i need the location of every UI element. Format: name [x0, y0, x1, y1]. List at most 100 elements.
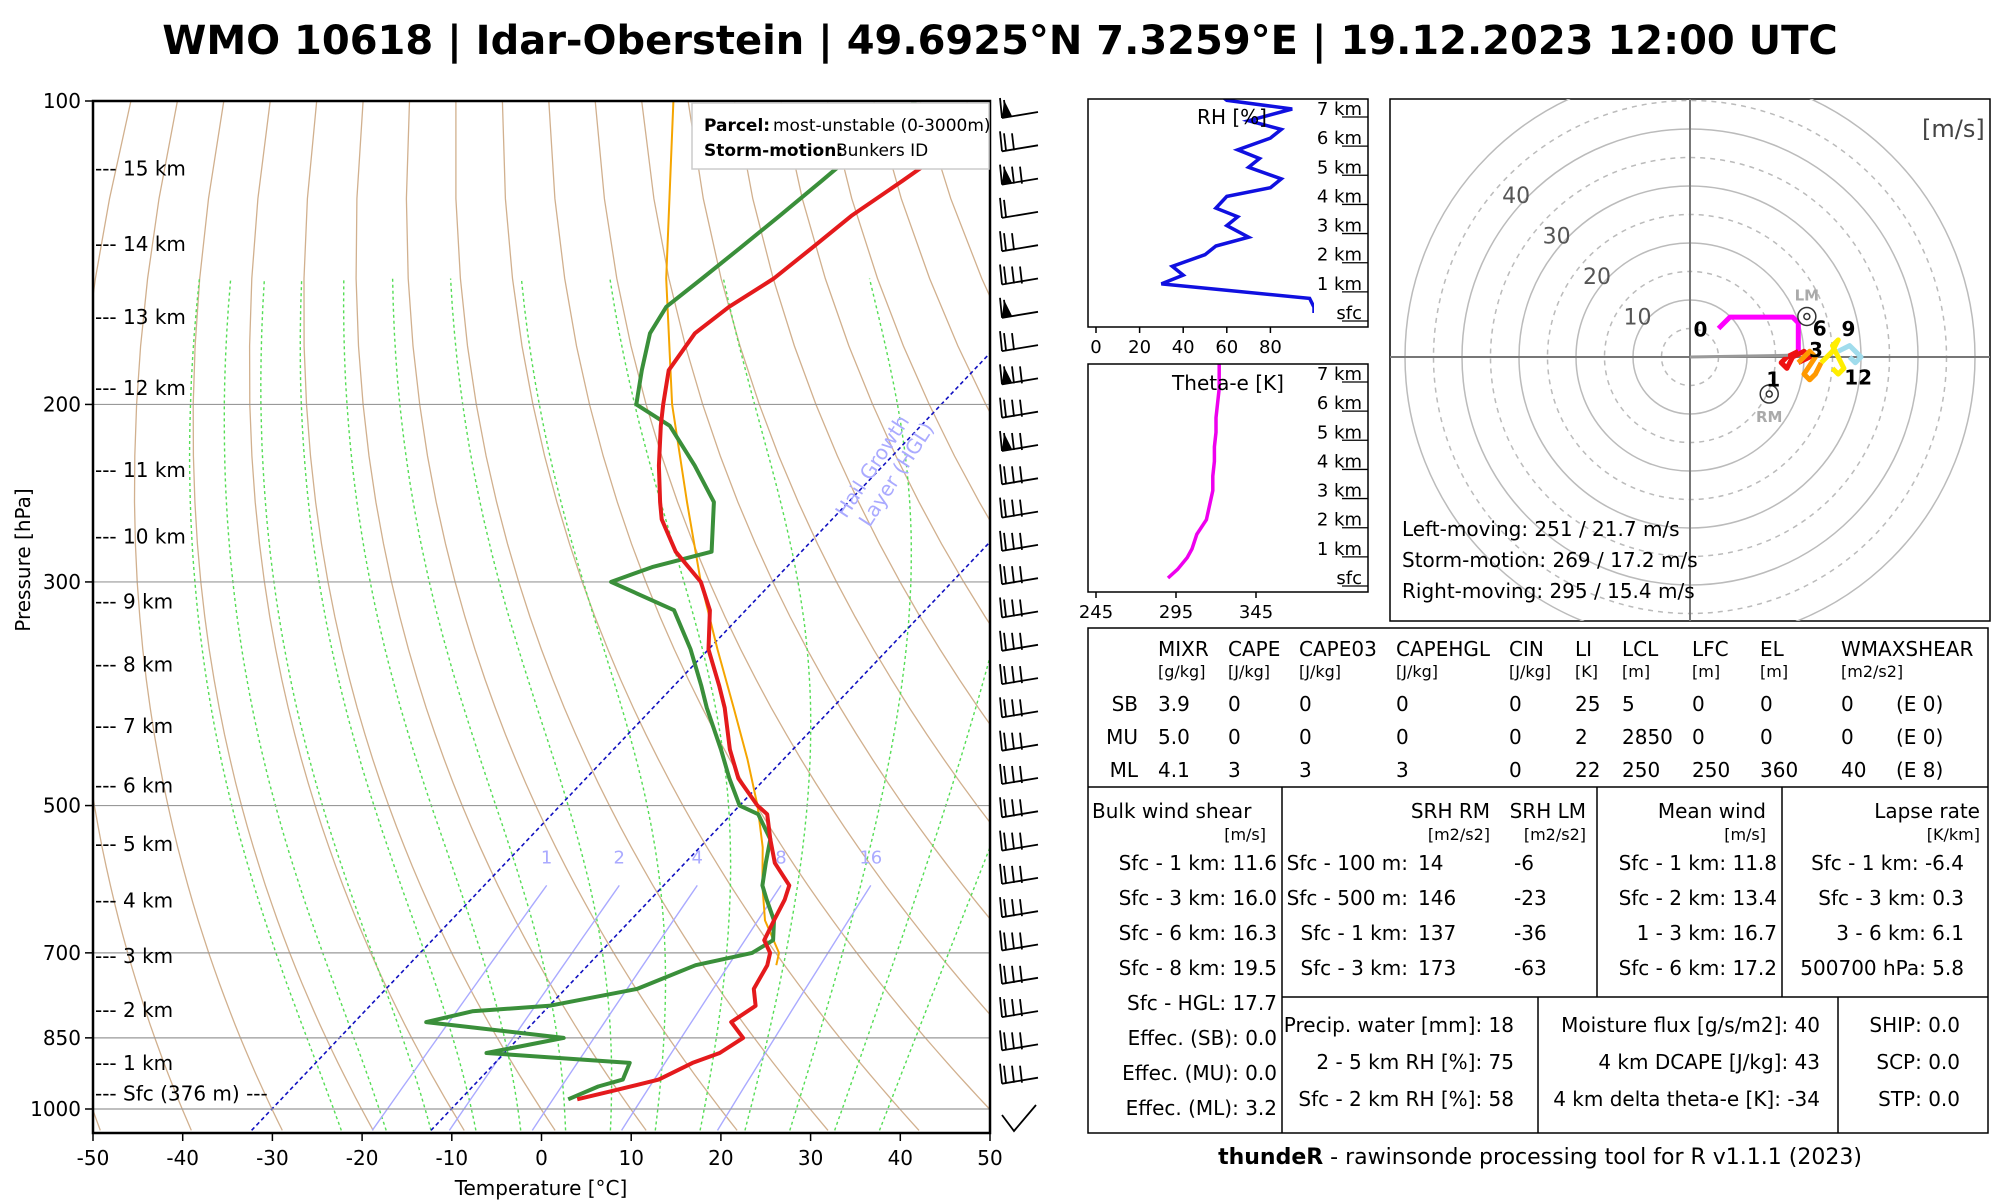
mixing-ratio-line [531, 885, 698, 1131]
moisture-row: 2 - 5 km RH [%]: 75 [1316, 1050, 1514, 1074]
mixing-ratio-line [716, 885, 872, 1131]
composite-index: SHIP: 0.0 [1869, 1013, 1960, 1037]
table-header: LFC [1692, 637, 1729, 661]
dry-adiabat [826, 101, 990, 522]
lapse-rate-title: Lapse rate [1874, 799, 1980, 823]
height-label: --- 13 km [95, 305, 186, 329]
hodo-height-label: 12 [1844, 365, 1872, 389]
srh-rm-value: 14 [1418, 851, 1443, 875]
table-cell: 22 [1575, 758, 1600, 782]
table-cell: 3 [1396, 758, 1409, 782]
height-tick-label: 6 km [1317, 393, 1362, 414]
mean-wind-row: Sfc - 1 km: 11.8 [1619, 851, 1777, 875]
table-cell: 0 [1509, 758, 1522, 782]
table-header: MIXR [1158, 637, 1209, 661]
lapse-rate-unit: [K/km] [1927, 825, 1980, 844]
moist-adiabat [342, 278, 522, 1131]
wind-barb [999, 763, 1039, 785]
lapse-rate-row: 500700 hPa: 5.8 [1800, 956, 1964, 980]
hodo-stat-right: Right-moving: 295 / 15.4 m/s [1402, 579, 1695, 603]
table-row-label: ML [1110, 758, 1139, 782]
thetae-panel: Theta-e [K] 245 295 345 7 km 6 km 5 km 4 km 3 k… [1079, 363, 1369, 623]
lapse-rate-row: Sfc - 1 km: -6.4 [1811, 851, 1964, 875]
dry-adiabat [687, 101, 990, 824]
srh-rm-unit: [m2/s2] [1428, 825, 1490, 844]
moisture-row: Moisture flux [g/s/m2]: 40 [1561, 1013, 1820, 1037]
main-title: WMO 10618 | Idar-Oberstein | 49.6925°N 7… [162, 18, 1838, 64]
hodo-trace [1796, 348, 1824, 383]
wind-barb [999, 963, 1039, 985]
bulk-shear-unit: [m/s] [1224, 825, 1266, 844]
height-label: --- 10 km [95, 525, 186, 549]
wind-barb [999, 730, 1039, 752]
moisture-row: 4 km delta theta-e [K]: -34 [1553, 1087, 1820, 1111]
table-header: CAPE03 [1299, 637, 1377, 661]
moist-adiabat [609, 278, 732, 1131]
height-label: --- 11 km [95, 458, 186, 482]
moist-adiabat [391, 278, 567, 1131]
hodo-trace [1716, 314, 1801, 352]
height-tick-label: 7 km [1317, 364, 1362, 385]
wind-barb [999, 797, 1039, 819]
table-cell: 0 [1760, 725, 1773, 749]
height-tick-label: 4 km [1317, 451, 1362, 472]
dewpoint-curve [424, 101, 917, 1102]
temp-tick-label: -50 [77, 1146, 110, 1170]
bulk-shear-row: Sfc - 3 km: 16.0 [1119, 886, 1277, 910]
wind-barb [999, 897, 1039, 919]
wind-barb [999, 930, 1039, 952]
height-tick-label: sfc [1336, 568, 1362, 589]
temp-tick-label: 30 [798, 1146, 823, 1170]
table-cell: 250 [1692, 758, 1730, 782]
thetae-tick-label: 245 [1079, 602, 1113, 623]
mixing-ratio-label: 4 [692, 847, 703, 868]
thetae-tick-label: 345 [1239, 602, 1273, 623]
srh-lm-value: -63 [1514, 956, 1547, 980]
pressure-tick-label: 500 [43, 794, 81, 818]
height-label: --- 8 km [95, 652, 173, 676]
wind-barb [999, 863, 1039, 885]
temp-tick-label: 50 [977, 1146, 1002, 1170]
thetae-title: Theta-e [K] [1171, 371, 1284, 395]
dry-adiabat [455, 101, 829, 1131]
table-header: EL [1760, 637, 1785, 661]
moist-adiabat [260, 278, 432, 1131]
wind-barb [999, 331, 1039, 352]
rh-tick-label: 40 [1172, 337, 1195, 358]
temp-tick-label: 10 [618, 1146, 643, 1170]
parameter-table: MIXR[g/kg]CAPE[J/kg]CAPE03[J/kg]CAPEHGL[… [1087, 627, 1989, 1134]
rh-tick-label: 20 [1128, 337, 1151, 358]
hodograph-units: [m/s] [1922, 115, 1985, 143]
surface-height-label: --- Sfc (376 m) --- [95, 1081, 268, 1105]
bunkers-marker [1759, 384, 1779, 404]
srh-lm-value: -23 [1514, 886, 1547, 910]
moist-adiabat [299, 278, 477, 1131]
moist-adiabat [223, 278, 387, 1131]
temp-tick-label: -30 [256, 1146, 289, 1170]
table-header: LI [1575, 637, 1592, 661]
table-header-unit: [m2/s2] [1841, 662, 1903, 681]
moisture-row: Sfc - 2 km RH [%]: 58 [1298, 1087, 1514, 1111]
height-tick-label: 3 km [1317, 216, 1362, 237]
hodo-ring-label: 20 [1583, 265, 1611, 290]
height-label: --- 5 km [95, 832, 173, 856]
moisture-row: Precip. water [mm]: 18 [1284, 1013, 1514, 1037]
mean-wind-unit: [m/s] [1724, 825, 1766, 844]
table-header-unit: [g/kg] [1158, 662, 1205, 681]
height-tick-label: 3 km [1317, 481, 1362, 502]
wind-barb [999, 997, 1039, 1018]
mean-wind-title: Mean wind [1658, 799, 1766, 823]
mean-wind-row: Sfc - 2 km: 13.4 [1619, 886, 1777, 910]
table-cell: 0 [1841, 725, 1854, 749]
footer-text: - rawinsonde processing tool for R v1.1.… [1323, 1145, 1862, 1170]
mean-wind-row: 1 - 3 km: 16.7 [1637, 921, 1777, 945]
dry-adiabat [501, 101, 920, 1131]
table-cell: 0 [1509, 725, 1522, 749]
wind-barb [999, 830, 1039, 852]
table-cell: 250 [1622, 758, 1660, 782]
table-row-label: SB [1112, 692, 1138, 716]
bulk-shear-row: Sfc - 6 km: 16.3 [1119, 921, 1277, 945]
height-label: --- 9 km [95, 589, 173, 613]
dry-adiabat [192, 101, 374, 1131]
table-header-unit: [J/kg] [1396, 662, 1438, 681]
